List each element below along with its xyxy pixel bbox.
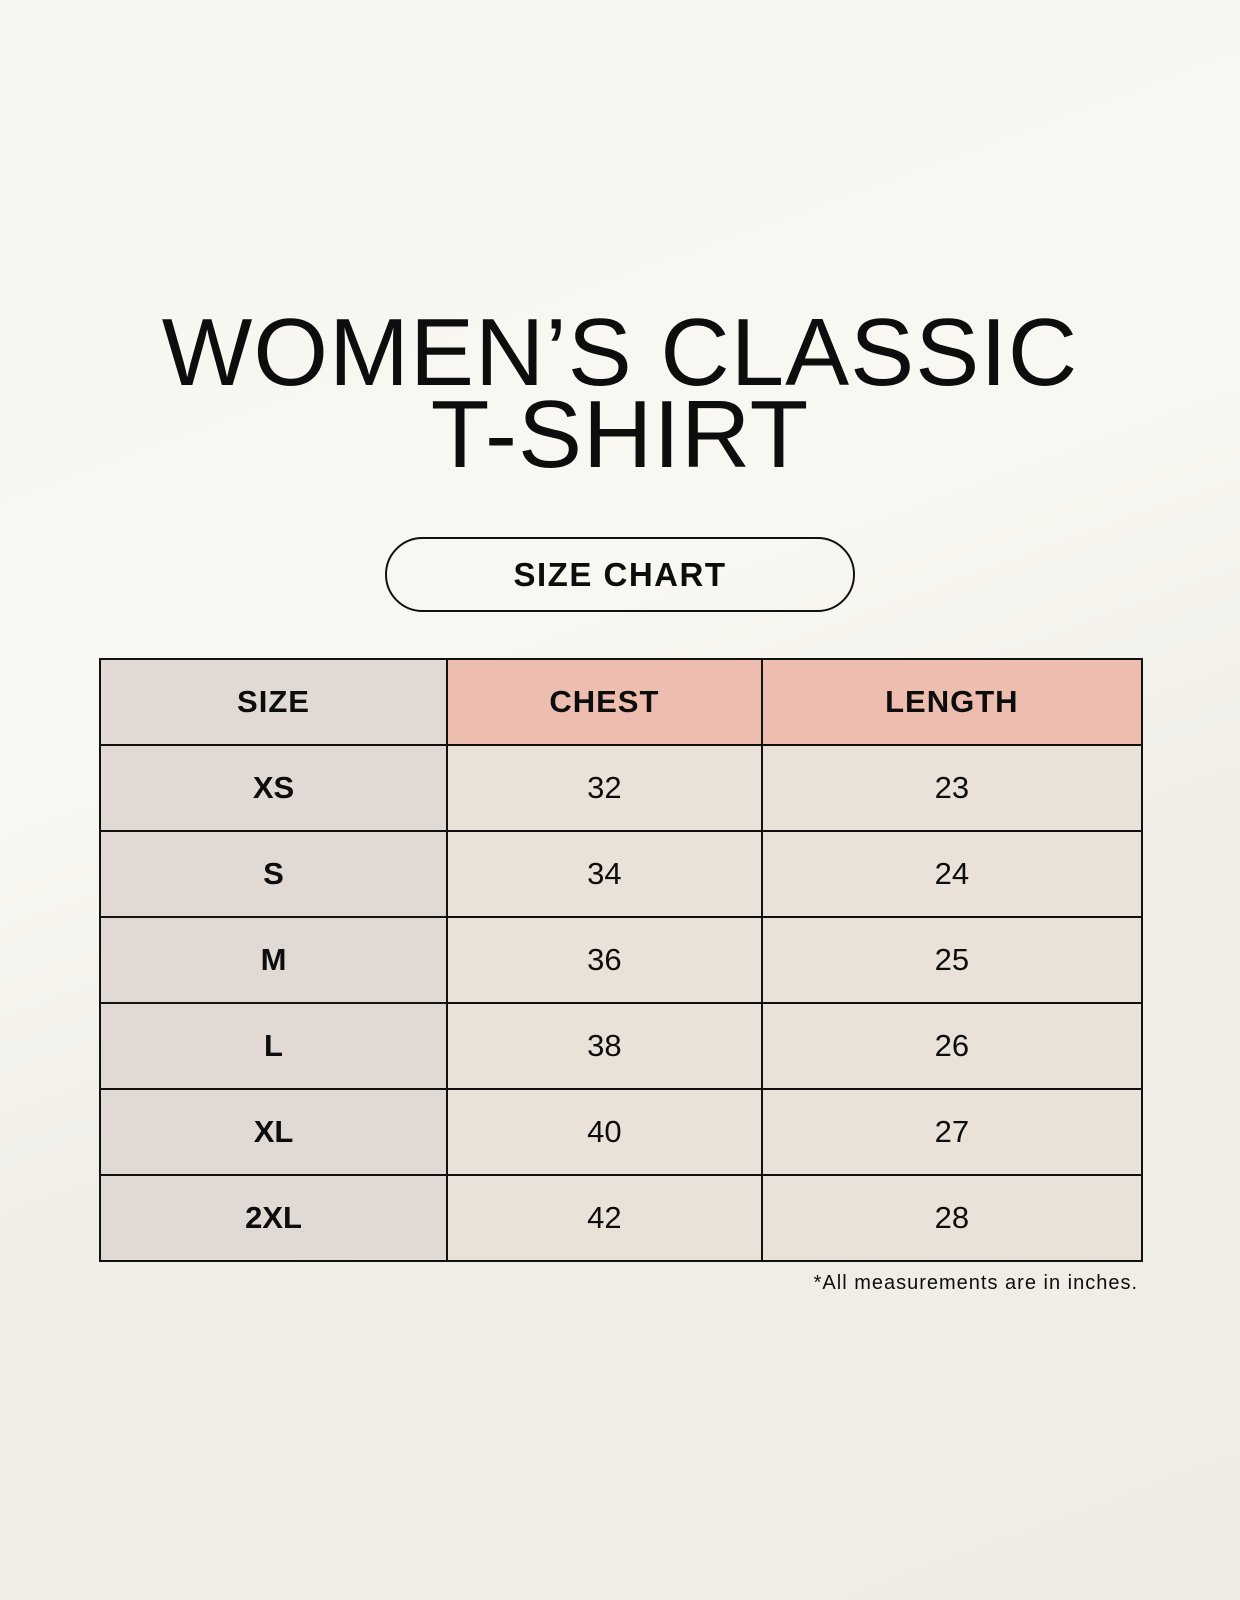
table-row: 2XL 42 28 <box>99 1174 1144 1262</box>
table-header-row: SIZE CHEST LENGTH <box>99 658 1144 746</box>
table-row: XL 40 27 <box>99 1088 1144 1176</box>
cell-length: 26 <box>760 1002 1144 1090</box>
cell-size: 2XL <box>99 1174 448 1262</box>
cell-size: S <box>99 830 448 918</box>
cell-size: M <box>99 916 448 1004</box>
cell-size: L <box>99 1002 448 1090</box>
size-table: SIZE CHEST LENGTH XS 32 23 S 34 24 M 36 25 L 38 26 X… <box>99 658 1144 1262</box>
cell-length: 28 <box>760 1174 1144 1262</box>
title-line-2: T-SHIRT <box>430 381 810 488</box>
table-row: L 38 26 <box>99 1002 1144 1090</box>
cell-chest: 38 <box>446 1002 763 1090</box>
footnote: *All measurements are in inches. <box>813 1272 1138 1294</box>
cell-chest: 36 <box>446 916 763 1004</box>
title-line-1: WOMEN’S CLASSIC <box>161 299 1079 406</box>
cell-length: 25 <box>760 916 1144 1004</box>
cell-length: 24 <box>760 830 1144 918</box>
size-chart-label: SIZE CHART <box>385 537 855 612</box>
table-row: S 34 24 <box>99 830 1144 918</box>
table-row: XS 32 23 <box>99 744 1144 832</box>
page-title: WOMEN’S CLASSIC T-SHIRT <box>0 299 1240 488</box>
cell-chest: 42 <box>446 1174 763 1262</box>
cell-size: XL <box>99 1088 448 1176</box>
cell-chest: 34 <box>446 830 763 918</box>
cell-length: 27 <box>760 1088 1144 1176</box>
cell-chest: 32 <box>446 744 763 832</box>
header-chest: CHEST <box>446 658 763 746</box>
cell-chest: 40 <box>446 1088 763 1176</box>
cell-size: XS <box>99 744 448 832</box>
header-size: SIZE <box>99 658 448 746</box>
header-length: LENGTH <box>760 658 1144 746</box>
cell-length: 23 <box>760 744 1144 832</box>
table-row: M 36 25 <box>99 916 1144 1004</box>
